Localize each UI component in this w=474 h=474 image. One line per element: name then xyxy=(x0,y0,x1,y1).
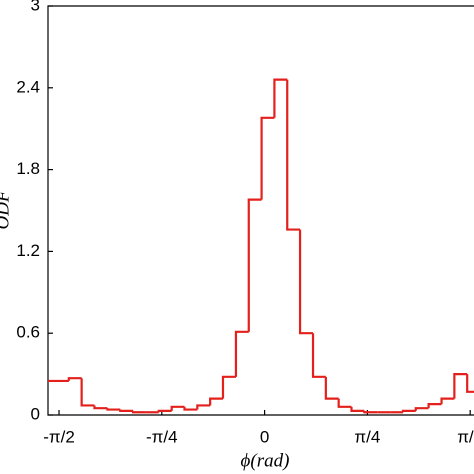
histogram-step xyxy=(363,410,378,414)
histogram-step xyxy=(131,410,146,414)
y-tick-label: 0.6 xyxy=(16,323,40,342)
x-tick-label: -π/4 xyxy=(146,427,178,446)
x-tick-label: π/4 xyxy=(354,427,380,446)
histogram-step xyxy=(401,409,416,413)
y-tick-label: 0 xyxy=(31,404,40,423)
histogram-step xyxy=(337,398,352,408)
y-tick-label: 1.8 xyxy=(16,159,40,178)
histogram-step xyxy=(247,198,262,332)
histogram-step xyxy=(286,79,301,231)
histogram-step xyxy=(80,378,95,407)
histogram-step xyxy=(157,409,172,413)
histogram-step xyxy=(221,375,236,399)
y-tick-label: 3 xyxy=(31,0,40,14)
axes-frame xyxy=(47,5,474,416)
y-tick-label: 2.4 xyxy=(16,77,40,96)
histogram-step xyxy=(324,376,339,400)
x-tick-label: 0 xyxy=(260,427,269,446)
histogram-step xyxy=(273,78,288,118)
histogram-step xyxy=(427,402,442,409)
histogram-step xyxy=(170,405,185,411)
histogram-step xyxy=(298,229,314,335)
histogram-step xyxy=(311,333,326,378)
x-tick-label: -π/2 xyxy=(43,427,75,446)
histogram-step xyxy=(350,406,365,413)
histogram-step xyxy=(453,373,468,399)
y-axis-label: ODF xyxy=(0,190,13,229)
histogram-step xyxy=(209,397,223,406)
histogram-step xyxy=(106,408,121,411)
histogram-step xyxy=(260,116,275,200)
histogram-step xyxy=(119,409,134,413)
y-tick-label: 1.2 xyxy=(16,241,40,260)
histogram-step xyxy=(196,404,211,410)
x-axis-label: ϕ(rad) xyxy=(241,450,290,471)
histogram-step xyxy=(466,374,474,393)
histogram-step xyxy=(183,406,198,411)
histogram-step xyxy=(234,330,249,377)
histogram-step xyxy=(414,407,429,411)
histogram-step xyxy=(67,377,82,381)
histogram-step xyxy=(93,405,108,410)
x-tick-label: π/2 xyxy=(457,427,474,446)
histogram-step xyxy=(440,397,455,405)
